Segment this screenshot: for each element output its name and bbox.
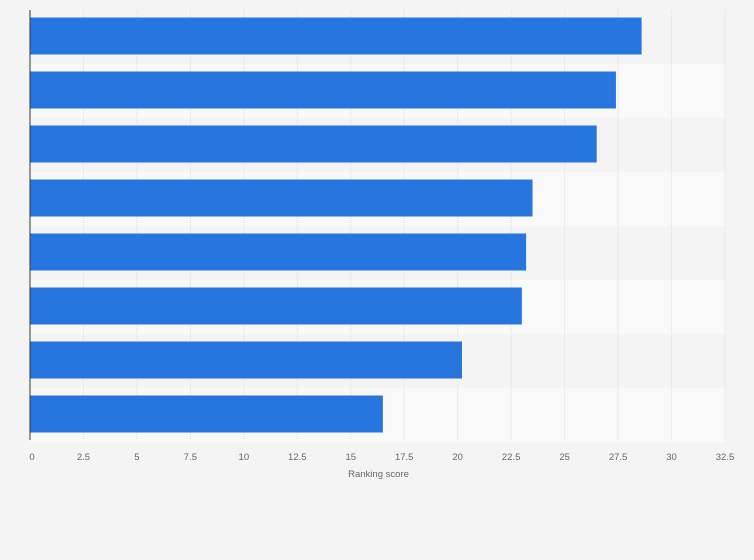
bar — [30, 341, 462, 379]
bar — [30, 17, 642, 55]
bar — [30, 179, 533, 217]
x-tick-label: 2.5 — [77, 452, 90, 463]
bar — [30, 395, 383, 433]
x-axis-ticks: 0 2.5 5 7.5 10 12.5 15 17.5 20 22.5 25 27.5 30 32.5 — [29, 452, 734, 463]
bar — [30, 71, 616, 109]
x-axis-title: Ranking score — [348, 469, 409, 480]
bar — [30, 287, 522, 325]
x-tick-label: 32.5 — [716, 452, 735, 463]
x-tick-label: 15 — [345, 452, 356, 463]
x-tick-label: 10 — [239, 452, 250, 463]
bar — [30, 125, 597, 163]
x-tick-label: 22.5 — [502, 452, 521, 463]
x-tick-label: 17.5 — [395, 452, 414, 463]
x-tick-label: 12.5 — [288, 452, 307, 463]
x-tick-label: 0 — [29, 452, 34, 463]
x-tick-label: 27.5 — [609, 452, 628, 463]
x-tick-label: 25 — [559, 452, 570, 463]
x-tick-label: 20 — [452, 452, 463, 463]
x-tick-label: 7.5 — [184, 452, 197, 463]
bar — [30, 233, 527, 271]
x-tick-label: 5 — [134, 452, 139, 463]
x-tick-label: 30 — [666, 452, 677, 463]
bar-series — [30, 17, 642, 433]
